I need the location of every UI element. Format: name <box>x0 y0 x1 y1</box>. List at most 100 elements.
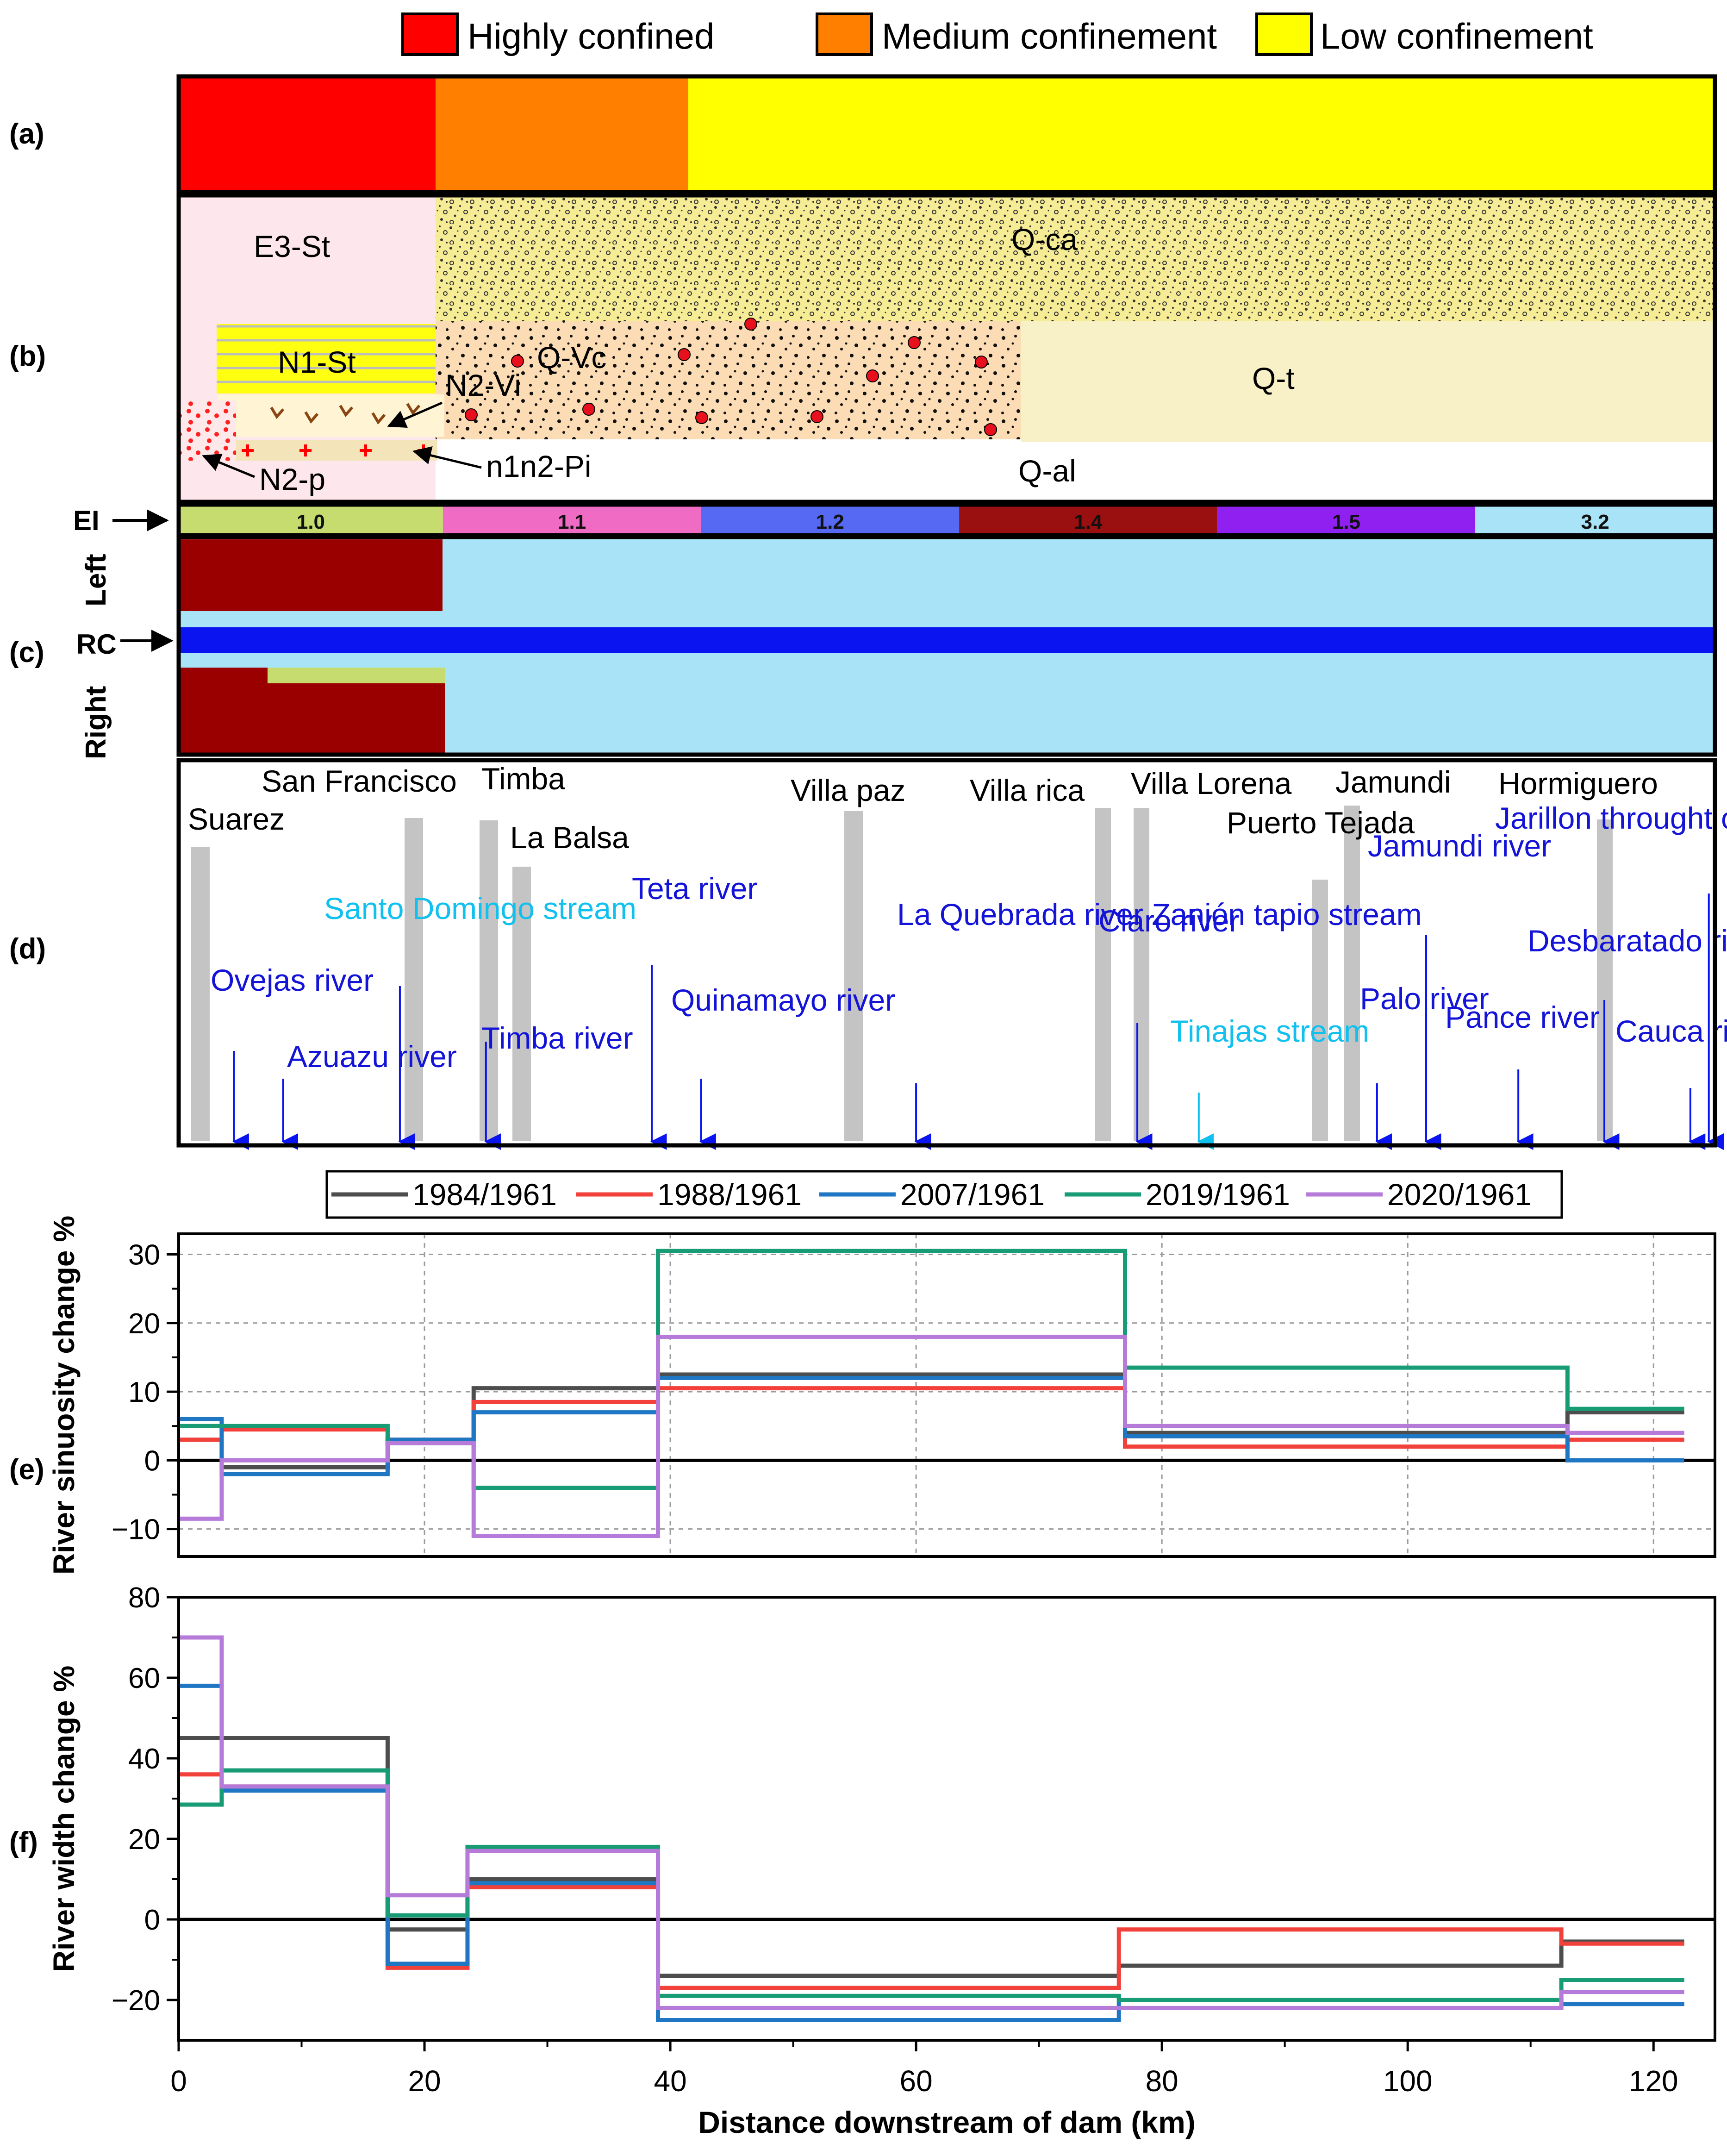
confinement-frame <box>176 74 1717 194</box>
legend-label-medium: Medium confinement <box>882 16 1217 56</box>
trib-label-tinajas: Tinajas stream <box>1170 1014 1369 1048</box>
ei-value: 1.2 <box>816 511 844 533</box>
plot-frame <box>177 1596 1716 2042</box>
trib-label-timba: Timba river <box>481 1021 633 1055</box>
rc-label: RC <box>76 629 117 660</box>
rc-channel <box>179 627 1715 653</box>
town-label-la-balsa: La Balsa <box>510 820 629 855</box>
right-label: Right <box>80 686 112 759</box>
x-axis-label: Distance downstream of dam (km) <box>698 2105 1196 2139</box>
unit-q-t <box>1021 321 1715 453</box>
ei-value: 1.4 <box>1074 511 1103 533</box>
ei-segment <box>443 506 701 533</box>
confinement-bar <box>176 74 1717 194</box>
towns-frame <box>176 758 1717 1148</box>
x-tick-label: 40 <box>654 2064 686 2098</box>
y-axis-label: River sinuosity change % <box>47 1216 81 1575</box>
series-line <box>179 1768 1684 2002</box>
y-tick-label: −10 <box>112 1514 160 1546</box>
town-label-suarez: Suarez <box>188 802 285 836</box>
town-bar-villa-paz <box>844 811 863 1141</box>
tributary-labels: Ovejas river Azuazu river Santo Domingo … <box>211 801 1727 1074</box>
legend-entry: 2007/1961 <box>900 1177 1045 1212</box>
town-bar-puerto-tejada <box>1312 880 1328 1141</box>
confinement-low <box>688 76 1715 192</box>
ei-segment <box>1475 506 1715 533</box>
legend-entry: 1988/1961 <box>657 1177 802 1212</box>
panel-label-d: (d) <box>9 933 46 965</box>
ei-segment <box>959 506 1217 533</box>
panel-label-f: (f) <box>9 1826 38 1858</box>
legend-entry: 1984/1961 <box>412 1177 557 1212</box>
y-tick-label: 80 <box>128 1582 160 1614</box>
right-bank-band-inset <box>268 668 445 683</box>
trib-label-la-quebrada: La Quebrada river Zanjón tapio stream <box>897 897 1422 931</box>
series-line <box>179 1375 1684 1476</box>
series-line <box>179 1372 1684 1469</box>
trib-label-azuazu: Azuazu river <box>287 1039 457 1074</box>
confinement-high <box>179 76 436 192</box>
trib-label-quinamayo: Quinamayo river <box>671 983 895 1017</box>
plot-area <box>179 1234 1715 1556</box>
town-label-hormiguero: Hormiguero <box>1498 766 1658 800</box>
geology-map: E3-St Q-ca N1-St Q-Vc N2-Vi Q-t N2-p n1n… <box>176 193 1717 504</box>
y-tick-label: 10 <box>128 1376 160 1408</box>
legend-entry: 2020/1961 <box>1387 1177 1532 1212</box>
legend-swatch-medium <box>816 12 873 56</box>
town-bar-timba <box>480 820 498 1141</box>
geology-leader-lines <box>202 401 482 478</box>
trib-label-teta: Teta river <box>632 871 757 906</box>
ei-value: 1.1 <box>558 511 586 533</box>
corridor-frame <box>176 535 1717 757</box>
town-bar-san-francisco <box>405 818 423 1141</box>
legend-swatch-low <box>1255 12 1313 56</box>
panel-label-a: (a) <box>9 118 44 150</box>
ei-value: 1.0 <box>297 511 325 533</box>
town-bar-suarez <box>191 847 210 1141</box>
panel-label-e: (e) <box>9 1454 44 1486</box>
ei-segment <box>1217 506 1476 533</box>
unit-q-vc <box>436 321 1021 439</box>
y-tick-label: 0 <box>144 1445 160 1477</box>
y-tick-label: 40 <box>128 1743 160 1775</box>
series-line <box>179 1334 1684 1538</box>
x-tick-label: 100 <box>1383 2064 1433 2098</box>
geo-label-n2-vi: N2-Vi <box>445 368 521 402</box>
town-bar-jamundi <box>1344 806 1360 1141</box>
geology-labels: E3-St Q-ca N1-St Q-Vc N2-Vi Q-t N2-p n1n… <box>254 222 1295 496</box>
trib-label-cauca: Cauca river <box>1615 1014 1727 1048</box>
trib-label-desbaratado: Desbaratado river <box>1527 924 1727 958</box>
panel-label-c: (c) <box>9 637 44 669</box>
ei-segment <box>179 506 443 533</box>
panel-label-b: (b) <box>9 340 46 372</box>
geo-label-n2-p: N2-p <box>259 462 325 496</box>
ei-bar: EI 1.0 1.1 1.2 1.4 1.5 3.2 <box>73 502 1717 537</box>
y-tick-label: −20 <box>112 1985 160 2017</box>
x-tick-label: 80 <box>1146 2064 1178 2098</box>
trib-label-jamundi: Jamundi river <box>1368 829 1551 863</box>
geo-label-q-vc: Q-Vc <box>537 340 606 375</box>
y-tick-label: 60 <box>128 1662 160 1694</box>
town-label-timba: Timba <box>481 762 565 796</box>
town-bars <box>191 806 1613 1141</box>
y-axis-label: River width change % <box>47 1666 81 1972</box>
river-corridor: Left Right RC <box>76 535 1717 759</box>
towns-panel: Suarez San Francisco Timba La Balsa Vill… <box>176 758 1727 1150</box>
trib-label-jarillon: Jarillon throught of Cali <box>1495 801 1727 835</box>
confinement-legend: Highly confined Medium confinement Low c… <box>401 12 1593 56</box>
geology-frame <box>176 193 1717 504</box>
geo-label-n1-st: N1-St <box>278 345 356 379</box>
ei-segment <box>701 506 960 533</box>
plot-frame <box>177 1232 1716 1558</box>
geo-label-e3-st: E3-St <box>254 229 330 263</box>
ei-value: 3.2 <box>1581 511 1609 533</box>
trib-label-palo: Palo river <box>1360 981 1489 1016</box>
y-tick-label: 20 <box>128 1824 160 1856</box>
legend-label-low: Low confinement <box>1320 16 1593 56</box>
trib-label-claro: Claro river <box>1098 904 1239 938</box>
left-label: Left <box>80 554 112 606</box>
town-label-puerto-tejada-text: Puerto Tejada <box>1227 806 1415 840</box>
town-bar-villa-rica <box>1095 808 1111 1141</box>
trib-label-ovejas: Ovejas river <box>211 963 374 997</box>
